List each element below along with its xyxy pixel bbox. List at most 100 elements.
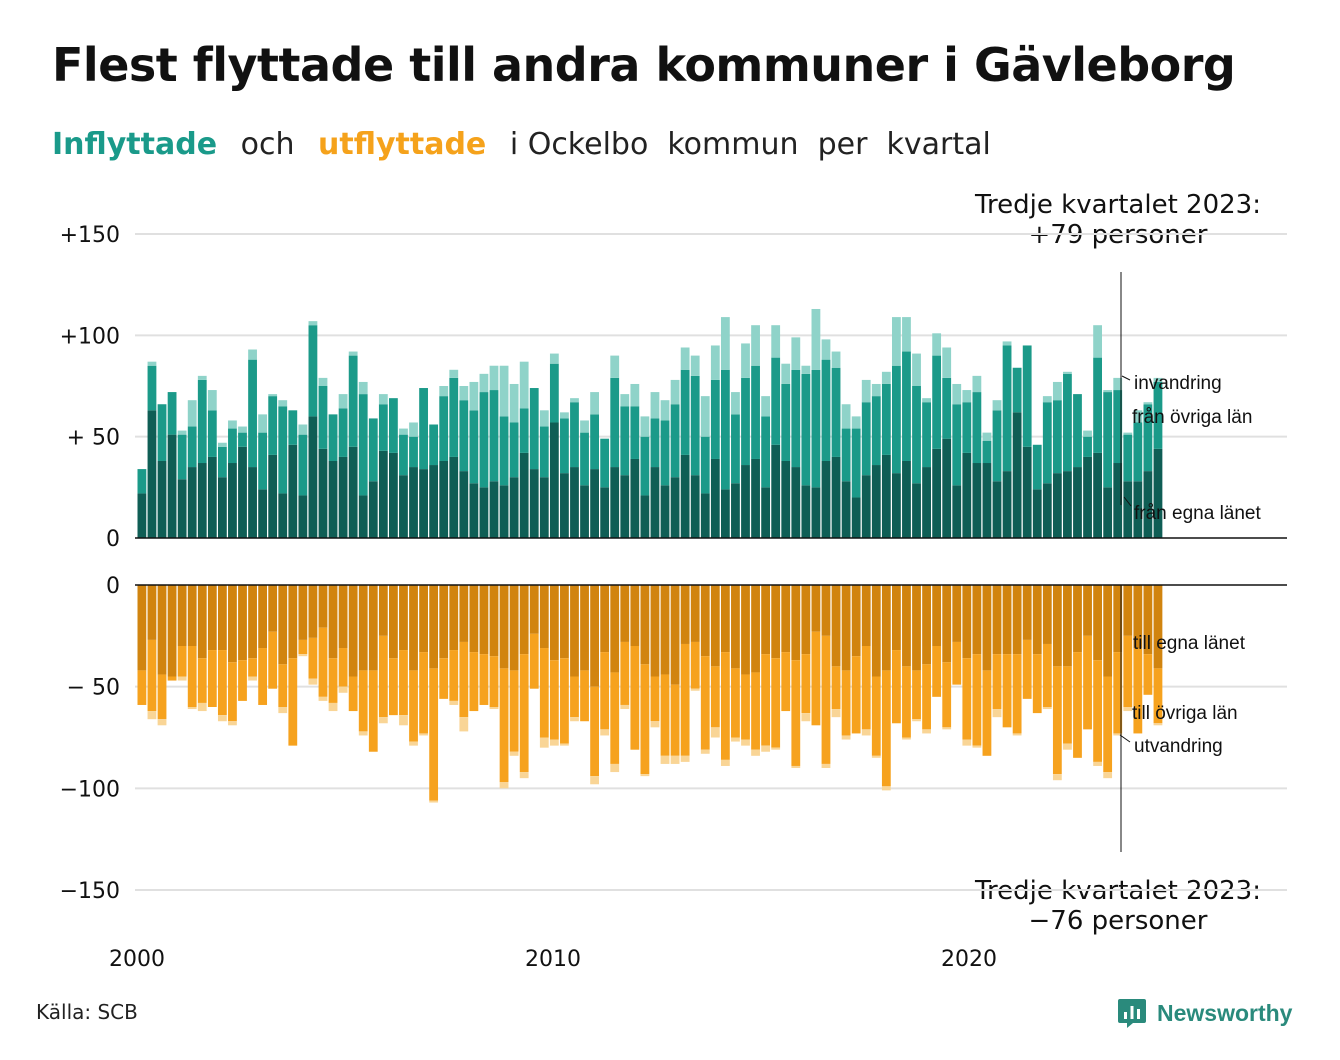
bar-out-utvandring — [519, 772, 529, 779]
bar-out-egna-lanet — [821, 585, 831, 636]
bar-in-egna-lanet — [821, 460, 831, 538]
bar-in-ovriga-lan — [861, 402, 871, 476]
bar-in-invandring — [871, 383, 881, 397]
bar-in-invandring — [238, 426, 247, 433]
bar-out-egna-lanet — [670, 585, 680, 685]
bar-in-invandring — [952, 383, 962, 405]
bar-in-invandring — [248, 349, 257, 360]
bar-in-egna-lanet — [1063, 471, 1072, 538]
bar-out-egna-lanet — [1063, 585, 1072, 667]
bar-in-egna-lanet — [610, 467, 620, 538]
bar-out-ovriga-lan — [549, 660, 559, 740]
bar-out-ovriga-lan — [942, 662, 952, 728]
bar-in-invandring — [851, 416, 861, 429]
bar-out-ovriga-lan — [278, 664, 288, 707]
bar-out-ovriga-lan — [831, 666, 841, 710]
bar-in-egna-lanet — [469, 483, 479, 538]
bar-out-ovriga-lan — [177, 646, 187, 677]
bar-in-invandring — [670, 379, 680, 405]
bar-out-utvandring — [912, 719, 921, 722]
bar-in-ovriga-lan — [429, 424, 439, 466]
bar-in-egna-lanet — [519, 452, 529, 538]
bar-in-invandring — [640, 416, 650, 437]
bar-out-egna-lanet — [429, 585, 439, 669]
bar-in-invandring — [680, 347, 690, 370]
bar-out-utvandring — [922, 729, 931, 734]
bar-in-invandring — [489, 365, 499, 391]
bar-in-invandring — [881, 371, 891, 384]
bar-out-utvandring — [731, 737, 740, 742]
bar-out-egna-lanet — [1052, 585, 1062, 667]
bar-out-utvandring — [902, 737, 911, 740]
bar-out-utvandring — [157, 719, 167, 726]
bar-out-egna-lanet — [449, 585, 459, 651]
bar-out-ovriga-lan — [258, 648, 268, 705]
bar-in-egna-lanet — [992, 481, 1002, 538]
bar-out-ovriga-lan — [781, 652, 791, 712]
bar-in-ovriga-lan — [831, 367, 841, 457]
bar-in-ovriga-lan — [409, 436, 418, 468]
bar-in-egna-lanet — [439, 460, 449, 538]
bar-in-ovriga-lan — [499, 416, 509, 486]
bar-in-ovriga-lan — [660, 420, 670, 486]
bar-out-ovriga-lan — [992, 654, 1002, 710]
bar-out-egna-lanet — [771, 585, 781, 659]
bar-out-utvandring — [509, 751, 519, 756]
bar-out-utvandring — [378, 717, 388, 724]
bar-in-invandring — [560, 412, 569, 419]
bar-out-ovriga-lan — [459, 641, 469, 718]
bar-out-utvandring — [660, 755, 670, 764]
bar-in-invandring — [509, 383, 519, 423]
bar-out-egna-lanet — [741, 585, 750, 675]
bar-out-egna-lanet — [378, 585, 388, 636]
bar-in-invandring — [449, 369, 459, 378]
bar-out-egna-lanet — [580, 585, 589, 671]
bar-in-invandring — [700, 396, 710, 437]
bar-in-ovriga-lan — [1022, 345, 1032, 447]
bar-out-egna-lanet — [399, 585, 408, 651]
bar-out-utvandring — [1113, 733, 1123, 736]
bar-in-ovriga-lan — [539, 426, 549, 478]
bar-in-invandring — [892, 317, 901, 366]
bar-in-egna-lanet — [1052, 473, 1062, 538]
bar-in-invandring — [1133, 410, 1143, 423]
bar-out-utvandring — [197, 702, 207, 712]
bar-out-egna-lanet — [952, 585, 962, 642]
bar-out-ovriga-lan — [389, 658, 398, 716]
bar-out-ovriga-lan — [771, 658, 781, 748]
bar-in-invandring — [308, 321, 318, 326]
bar-in-egna-lanet — [751, 458, 760, 538]
bar-out-egna-lanet — [892, 585, 901, 651]
bar-out-ovriga-lan — [710, 666, 720, 728]
bar-out-utvandring — [610, 763, 620, 773]
bar-out-egna-lanet — [519, 585, 529, 655]
bar-in-ovriga-lan — [902, 351, 911, 461]
bar-in-invandring — [690, 355, 700, 376]
bar-in-ovriga-lan — [217, 446, 227, 478]
bar-in-ovriga-lan — [1063, 373, 1072, 472]
bar-out-egna-lanet — [1143, 585, 1153, 655]
bar-out-ovriga-lan — [791, 660, 801, 766]
bar-in-egna-lanet — [590, 469, 599, 538]
bar-in-egna-lanet — [1083, 456, 1092, 538]
bar-out-ovriga-lan — [610, 672, 620, 764]
y-tick-label-top: +100 — [60, 324, 120, 349]
bar-out-egna-lanet — [1032, 585, 1042, 655]
bar-out-utvandring — [338, 686, 348, 693]
bar-out-ovriga-lan — [328, 658, 338, 703]
bar-in-ovriga-lan — [942, 377, 952, 439]
bar-in-egna-lanet — [539, 477, 549, 538]
bar-out-egna-lanet — [288, 585, 298, 659]
bar-out-ovriga-lan — [338, 648, 348, 687]
bar-in-egna-lanet — [1093, 452, 1102, 538]
bar-in-egna-lanet — [399, 475, 408, 538]
bar-in-ovriga-lan — [509, 422, 519, 478]
y-tick-label-bottom: 0 — [106, 574, 120, 599]
bar-in-ovriga-lan — [952, 404, 962, 486]
bar-in-invandring — [197, 375, 207, 380]
bar-in-ovriga-lan — [741, 377, 750, 466]
bar-out-ovriga-lan — [368, 670, 378, 752]
bar-out-egna-lanet — [268, 585, 278, 632]
bar-out-utvandring — [650, 721, 660, 728]
bar-in-ovriga-lan — [449, 377, 459, 457]
